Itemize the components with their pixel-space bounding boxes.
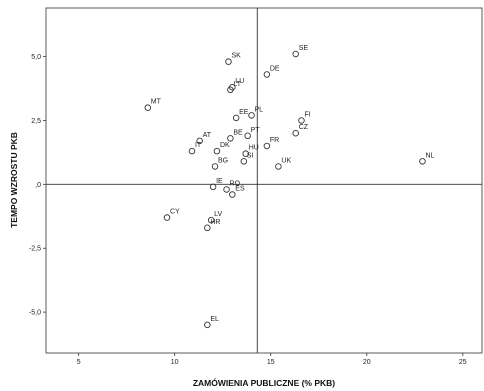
plot-area (45, 7, 483, 354)
data-point-ee (232, 114, 240, 122)
data-point-lv (207, 216, 215, 224)
point-label-hu: HU (249, 145, 259, 152)
point-label-pl: PL (255, 106, 264, 113)
data-point-dk (213, 147, 221, 155)
data-point-hu (242, 150, 250, 157)
data-point-es (229, 191, 236, 198)
data-point-se (292, 50, 299, 58)
point-label-uk: UK (281, 157, 291, 164)
data-point-be (227, 135, 234, 142)
point-label-fi: FI (304, 111, 310, 118)
data-point-bg (211, 163, 219, 170)
data-point-lt (227, 86, 234, 94)
point-label-lu: LU (235, 78, 244, 85)
point-label-ro: RO (230, 180, 241, 187)
axis-ticks: 5 10 15 20 25 -5,0 -2,5 ,0 2,5 5,0 (29, 54, 467, 366)
point-label-si: SI (247, 152, 254, 159)
data-point-cz (292, 129, 299, 137)
point-label-sk: SK (231, 53, 241, 60)
point-label-lt: LT (233, 81, 241, 88)
point-label-fr: FR (270, 137, 279, 144)
x-tick-label: 5 (77, 359, 81, 366)
data-point-de (263, 71, 271, 78)
point-label-se: SE (299, 45, 309, 52)
point-label-bg: BG (218, 157, 228, 164)
data-point-fi (298, 117, 305, 124)
data-point-fr (263, 142, 271, 150)
data-point-ie (209, 183, 217, 191)
data-point-ro (223, 186, 230, 193)
point-label-nl: NL (425, 152, 434, 159)
data-point-hr (204, 224, 211, 232)
point-label-be: BE (233, 129, 243, 136)
data-point-pl (248, 112, 255, 119)
y-tick-label: -2,5 (29, 246, 41, 253)
point-label-el: EL (210, 316, 219, 323)
reference-lines (46, 8, 482, 353)
y-tick-label: ,0 (35, 182, 41, 189)
x-tick-label: 20 (363, 359, 371, 366)
point-label-mt: MT (151, 99, 162, 106)
point-label-hr: HR (210, 219, 220, 226)
x-tick-label: 25 (459, 359, 467, 366)
y-tick-label: 2,5 (31, 118, 41, 125)
data-point-si (240, 158, 248, 165)
point-label-de: DE (270, 65, 280, 72)
data-point-mt (144, 104, 152, 111)
y-tick-label: -5,0 (29, 310, 41, 317)
data-point-at (196, 137, 203, 145)
point-label-ie: IE (216, 178, 223, 185)
data-point-uk (275, 163, 282, 170)
data-point-nl (419, 158, 426, 165)
data-point-pt (244, 132, 251, 140)
point-label-cy: CY (170, 209, 180, 216)
point-label-ee: EE (239, 109, 249, 116)
x-axis-title: ZAMÓWIENIA PUBLICZNE (% PKB) (193, 377, 335, 388)
point-label-it: IT (195, 142, 202, 149)
x-tick-label: 15 (267, 359, 275, 366)
data-point-it (188, 147, 196, 155)
point-label-lv: LV (214, 211, 222, 218)
data-point-sk (225, 58, 232, 65)
data-point-cy (163, 214, 171, 221)
data-point-el (204, 321, 211, 329)
point-label-es: ES (235, 186, 245, 193)
point-label-dk: DK (220, 142, 230, 149)
point-label-at: AT (203, 132, 212, 139)
x-tick-label: 10 (171, 359, 179, 366)
y-tick-label: 5,0 (31, 54, 41, 61)
point-label-cz: CZ (299, 124, 309, 131)
y-axis-title: TEMPO WZROSTU PKB (9, 132, 19, 228)
point-label-pt: PT (251, 127, 261, 134)
